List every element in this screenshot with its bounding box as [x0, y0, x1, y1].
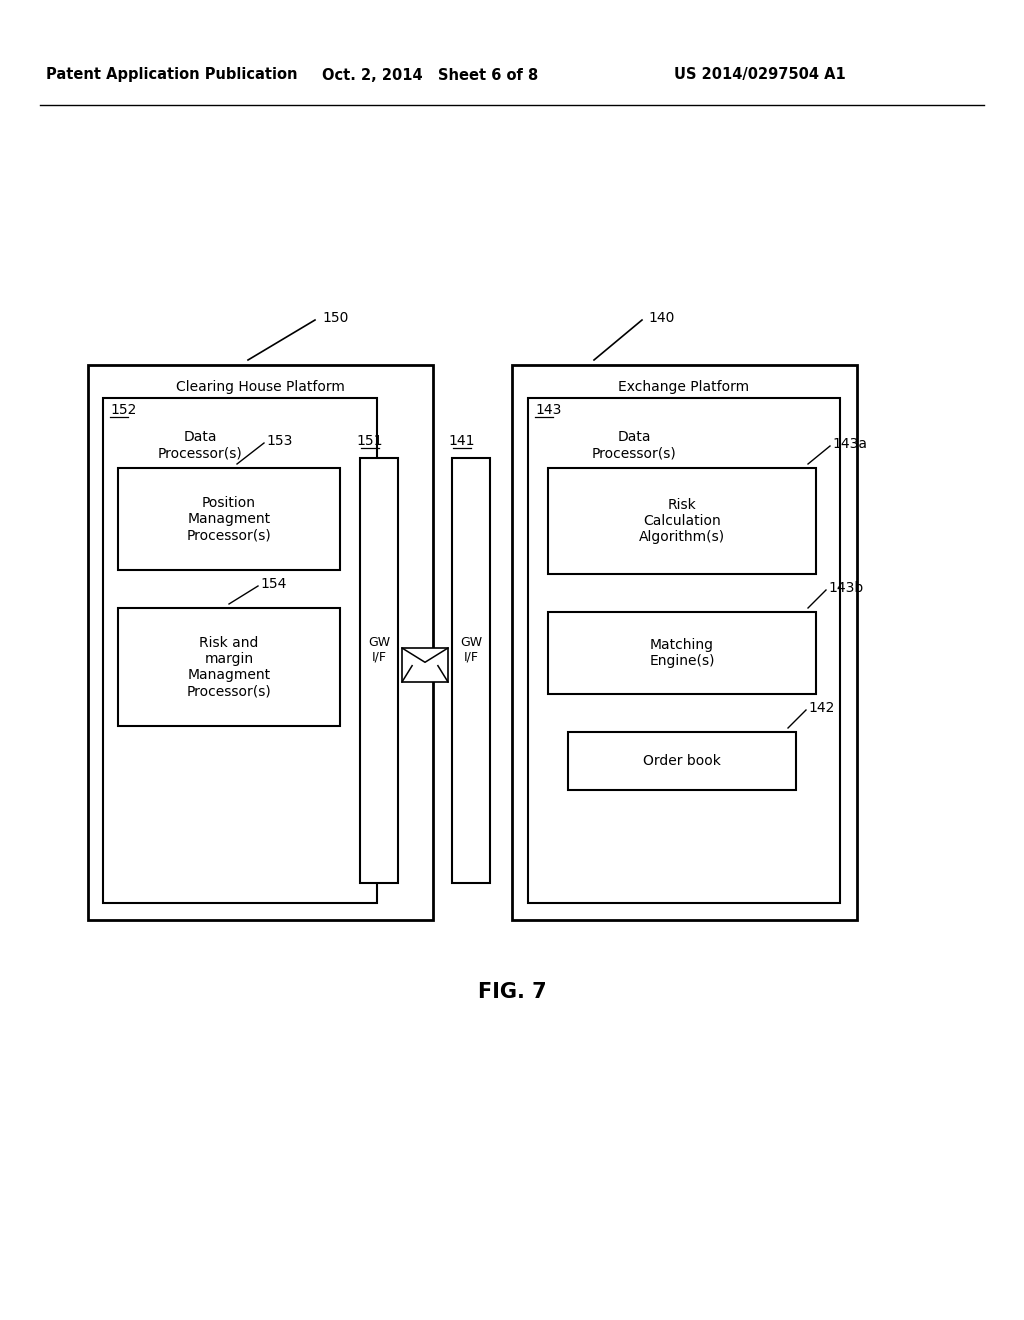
- Bar: [118, 469, 340, 570]
- Bar: [528, 399, 840, 903]
- Text: 141: 141: [449, 434, 475, 447]
- Text: FIG. 7: FIG. 7: [477, 982, 547, 1002]
- Bar: [88, 366, 433, 920]
- Bar: [548, 612, 816, 694]
- Text: 143b: 143b: [828, 581, 863, 595]
- Text: Position
Managment
Processor(s): Position Managment Processor(s): [186, 496, 271, 543]
- Text: US 2014/0297504 A1: US 2014/0297504 A1: [674, 67, 846, 82]
- Bar: [103, 399, 377, 903]
- Bar: [360, 458, 398, 883]
- Text: Clearing House Platform: Clearing House Platform: [175, 380, 344, 393]
- Bar: [512, 366, 857, 920]
- Text: 150: 150: [322, 312, 348, 325]
- Bar: [118, 609, 340, 726]
- Text: Data
Processor(s): Data Processor(s): [592, 430, 677, 461]
- Text: GW
I/F: GW I/F: [460, 636, 482, 664]
- Bar: [452, 458, 490, 883]
- Bar: [568, 733, 796, 789]
- Text: Risk and
margin
Managment
Processor(s): Risk and margin Managment Processor(s): [186, 636, 271, 698]
- Text: Risk
Calculation
Algorithm(s): Risk Calculation Algorithm(s): [639, 498, 725, 544]
- Text: 143a: 143a: [831, 437, 867, 451]
- Text: 152: 152: [110, 403, 136, 417]
- Text: GW
I/F: GW I/F: [368, 636, 390, 664]
- Text: 140: 140: [648, 312, 675, 325]
- Bar: [548, 469, 816, 574]
- Text: Matching
Engine(s): Matching Engine(s): [649, 638, 715, 668]
- Text: Data
Processor(s): Data Processor(s): [158, 430, 243, 461]
- Text: 142: 142: [808, 701, 835, 715]
- Text: 143: 143: [535, 403, 561, 417]
- Text: 151: 151: [356, 434, 383, 447]
- Bar: [402, 648, 449, 682]
- Text: Oct. 2, 2014   Sheet 6 of 8: Oct. 2, 2014 Sheet 6 of 8: [322, 67, 539, 82]
- Text: Exchange Platform: Exchange Platform: [618, 380, 750, 393]
- Text: Order book: Order book: [643, 754, 721, 768]
- Text: 153: 153: [266, 434, 293, 447]
- Text: 154: 154: [260, 577, 287, 591]
- Text: Patent Application Publication: Patent Application Publication: [46, 67, 298, 82]
